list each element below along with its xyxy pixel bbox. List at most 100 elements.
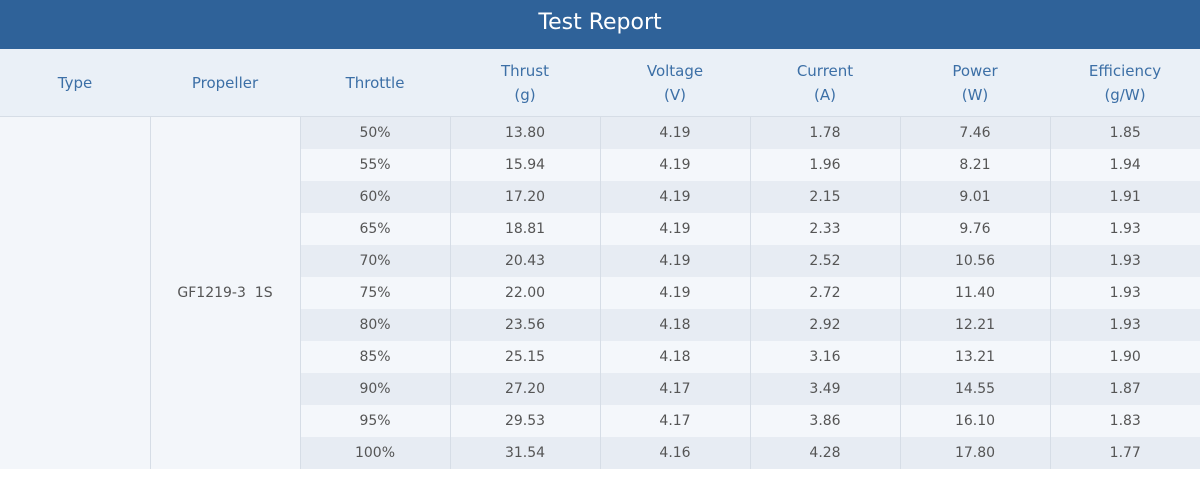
column-unit: (W) [961,85,989,104]
table-cell: 1.94 [1050,149,1200,181]
table-cell: 4.19 [600,181,751,213]
column-name: Thrust [500,61,550,80]
table-cell: 95% [300,405,451,437]
table-row: 55% 15.94 4.19 1.96 8.21 1.94 [0,149,1200,181]
table-cell: 11.40 [900,277,1051,309]
table-cell: 3.86 [750,405,901,437]
table-cell: 3.16 [750,341,901,373]
report-title: Test Report [0,0,1200,49]
table-cell: 4.17 [600,373,751,405]
table-cell: 85% [300,341,451,373]
table-cell: 1.91 [1050,181,1200,213]
column-name: Efficiency [1088,61,1162,80]
table-cell: 25.15 [450,341,601,373]
column-header: Throttle [300,49,450,117]
table-cell: 65% [300,213,451,245]
table-row: 100% 31.54 4.16 4.28 17.80 1.77 [0,437,1200,469]
table-cell: 3.49 [750,373,901,405]
table-cell: 60% [300,181,451,213]
table-cell: 12.21 [900,309,1051,341]
table-cell: 2.72 [750,277,901,309]
table-cell: 17.20 [450,181,601,213]
table-cell: 4.19 [600,116,751,149]
table-row: GF1219-3 1S 50% 13.80 4.19 1.78 7.46 1.85 [0,116,1200,469]
table-cell: 1.96 [750,149,901,181]
table-cell: 13.80 [450,116,601,149]
report-table: Type Propeller Throttle Thrust (g) Voltage (V)… [0,49,1200,469]
table-cell: 2.15 [750,181,901,213]
column-unit: (g) [514,85,536,104]
table-cell: 4.16 [600,437,751,469]
table-row: 70% 20.43 4.19 2.52 10.56 1.93 [0,245,1200,277]
table-cell: 100% [300,437,451,469]
table-cell: 13.21 [900,341,1051,373]
table-cell: 2.52 [750,245,901,277]
table-cell: 1.93 [1050,277,1200,309]
table-cell: 1.93 [1050,213,1200,245]
column-unit: (g/W) [1104,85,1146,104]
table-cell: 1.93 [1050,309,1200,341]
table-cell: 4.19 [600,213,751,245]
table-cell: 23.56 [450,309,601,341]
table-cell: 4.18 [600,341,751,373]
column-unit: (A) [814,85,836,104]
table-cell: 27.20 [450,373,601,405]
table-cell: 1.93 [1050,245,1200,277]
column-unit: (V) [664,85,686,104]
table-cell: 4.18 [600,309,751,341]
propeller-cell: GF1219-3 1S [150,116,301,469]
table-cell: 4.19 [600,277,751,309]
column-header: Efficiency (g/W) [1050,49,1200,117]
table-cell: 1.83 [1050,405,1200,437]
table-cell: 9.01 [900,181,1051,213]
table-cell: 15.94 [450,149,601,181]
table-cell: 75% [300,277,451,309]
column-name: Voltage [646,61,704,80]
type-cell [0,116,151,469]
table-cell: 55% [300,149,451,181]
table-cell: 1.77 [1050,437,1200,469]
table-cell: 14.55 [900,373,1051,405]
table-cell: 1.90 [1050,341,1200,373]
table-cell: 17.80 [900,437,1051,469]
column-name: Throttle [345,73,405,92]
header-row: Type Propeller Throttle Thrust (g) Voltage (V)… [0,49,1200,117]
table-cell: 1.87 [1050,373,1200,405]
table-cell: 16.10 [900,405,1051,437]
table-cell: 4.19 [600,149,751,181]
table-cell: 4.19 [600,245,751,277]
table-row: 95% 29.53 4.17 3.86 16.10 1.83 [0,405,1200,437]
table-cell: 10.56 [900,245,1051,277]
table-cell: 22.00 [450,277,601,309]
column-header: Type [0,49,150,117]
table-cell: 7.46 [900,116,1051,149]
column-name: Current [796,61,854,80]
table-cell: 90% [300,373,451,405]
table-row: 90% 27.20 4.17 3.49 14.55 1.87 [0,373,1200,405]
table-cell: 4.28 [750,437,901,469]
column-header: Thrust (g) [450,49,600,117]
table-cell: 1.85 [1050,116,1200,149]
table-cell: 20.43 [450,245,601,277]
table-row: 75% 22.00 4.19 2.72 11.40 1.93 [0,277,1200,309]
table-cell: 80% [300,309,451,341]
column-header: Current (A) [750,49,900,117]
table-row: 65% 18.81 4.19 2.33 9.76 1.93 [0,213,1200,245]
table-body: GF1219-3 1S 50% 13.80 4.19 1.78 7.46 1.85 55% 15… [0,116,1200,469]
table-cell: 8.21 [900,149,1051,181]
table-cell: 9.76 [900,213,1051,245]
table-row: 60% 17.20 4.19 2.15 9.01 1.91 [0,181,1200,213]
table-cell: 1.78 [750,116,901,149]
column-header: Propeller [150,49,300,117]
table-cell: 50% [300,116,451,149]
table-row: 80% 23.56 4.18 2.92 12.21 1.93 [0,309,1200,341]
table-cell: 70% [300,245,451,277]
column-header: Voltage (V) [600,49,750,117]
column-name: Propeller [191,73,259,92]
table-cell: 29.53 [450,405,601,437]
table-cell: 2.33 [750,213,901,245]
table-cell: 18.81 [450,213,601,245]
column-name: Power [952,61,998,80]
column-header: Power (W) [900,49,1050,117]
